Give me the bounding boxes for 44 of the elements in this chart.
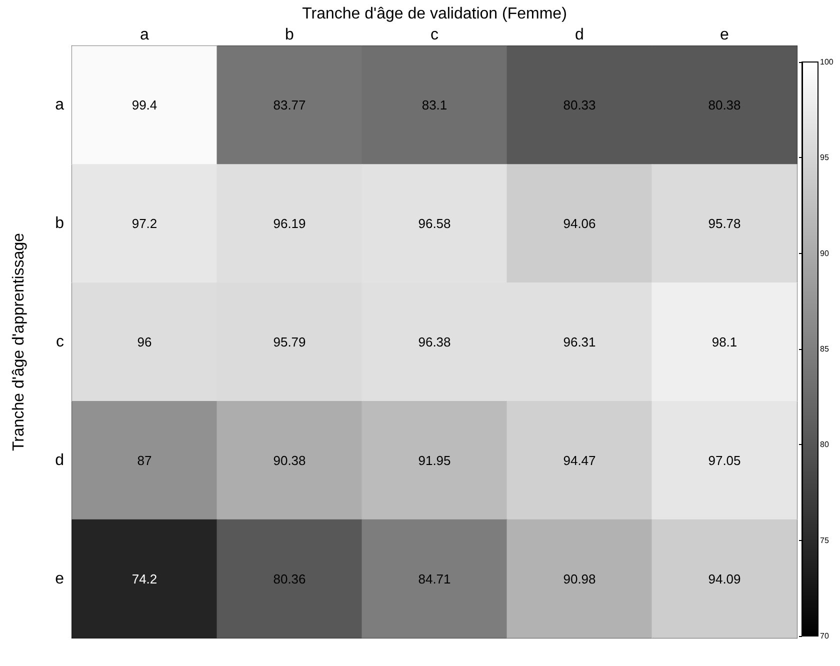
color-bar-label: 95 bbox=[820, 153, 830, 162]
data-label: 74.2 bbox=[132, 571, 158, 586]
y-tick-label: d bbox=[55, 452, 64, 469]
x-tick-label: e bbox=[720, 26, 730, 44]
y-tick-label: e bbox=[55, 570, 64, 588]
color-bar-label: 75 bbox=[820, 536, 830, 545]
data-label: 95.78 bbox=[708, 216, 741, 232]
x-tick-label: c bbox=[430, 26, 438, 44]
color-bar-label: 85 bbox=[820, 344, 830, 354]
x-tick-label: b bbox=[285, 26, 294, 44]
x-axis-title: Tranche d'âge de validation (Femme) bbox=[302, 6, 567, 22]
data-label: 84.71 bbox=[418, 571, 451, 586]
data-label: 90.98 bbox=[563, 571, 596, 586]
data-label: 80.36 bbox=[273, 571, 306, 586]
data-label: 87 bbox=[137, 452, 152, 468]
data-label: 99.4 bbox=[132, 98, 158, 113]
data-label: 80.38 bbox=[708, 98, 741, 113]
data-label: 90.38 bbox=[273, 452, 306, 468]
y-axis-title: Tranche d'âge d'apprentissage bbox=[10, 232, 28, 452]
data-label: 96.38 bbox=[418, 334, 451, 350]
y-tick-label: a bbox=[55, 96, 64, 114]
data-label: 95.79 bbox=[273, 334, 306, 350]
color-bar-label: 70 bbox=[820, 632, 830, 640]
data-label: 94.09 bbox=[708, 571, 741, 586]
data-label: 94.47 bbox=[563, 452, 596, 468]
data-label: 96.19 bbox=[273, 216, 306, 232]
data-label: 83.77 bbox=[273, 98, 306, 113]
color-bar-label: 80 bbox=[820, 440, 830, 450]
data-label: 98.1 bbox=[712, 334, 738, 350]
data-label: 80.33 bbox=[563, 98, 596, 113]
data-label: 94.06 bbox=[563, 216, 596, 232]
x-tick-label: d bbox=[575, 26, 584, 44]
data-label: 96 bbox=[137, 334, 152, 350]
y-tick-label: b bbox=[55, 215, 64, 232]
color-bar-label: 100 bbox=[820, 58, 834, 66]
data-label: 97.2 bbox=[132, 216, 158, 232]
data-label: 96.31 bbox=[563, 334, 596, 350]
color-bar-label: 90 bbox=[820, 248, 830, 258]
data-label: 97.05 bbox=[708, 452, 741, 468]
data-label: 91.95 bbox=[418, 452, 451, 468]
data-label: 96.58 bbox=[418, 216, 451, 232]
y-tick-label: c bbox=[56, 334, 64, 350]
x-tick-label: a bbox=[140, 26, 150, 44]
data-label: 83.1 bbox=[422, 98, 448, 113]
